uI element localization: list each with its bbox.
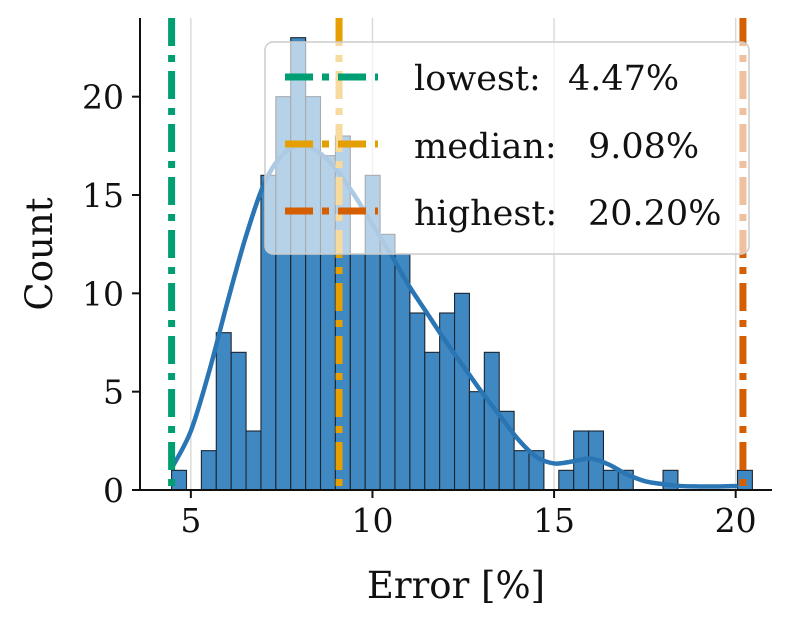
kde-curve <box>170 143 738 489</box>
y-tick-label: 20 <box>82 78 124 117</box>
histogram-bar <box>602 469 619 491</box>
legend-label-lowest: lowest: <box>414 59 541 99</box>
legend-value-lowest: 4.47% <box>568 59 679 99</box>
x-tick-label: 10 <box>351 501 393 540</box>
legend-entry-lowest: lowest: 4.47% <box>285 59 679 99</box>
histogram-bar <box>349 253 366 491</box>
y-axis-label: Count <box>18 197 61 310</box>
histogram-bar <box>200 450 217 491</box>
histogram-bar <box>453 292 470 491</box>
legend-label-highest: highest: <box>414 194 557 234</box>
histogram-bar <box>245 430 262 491</box>
histogram-bar <box>558 469 575 491</box>
x-tick-label: 15 <box>533 501 575 540</box>
y-tick-label: 0 <box>103 471 124 510</box>
y-tick-label: 5 <box>103 373 124 412</box>
x-tick-label: 5 <box>180 501 201 540</box>
legend-entry-highest: highest: 20.20% <box>285 194 721 234</box>
legend-label-median: median: <box>414 127 557 167</box>
legend-box <box>264 41 750 255</box>
histogram-bar <box>230 351 247 491</box>
legend-entry-median: median: 9.08% <box>285 127 699 167</box>
x-axis-label: Error [%] <box>367 564 545 607</box>
legend: lowest: 4.47% median: 9.08% highest: 20.… <box>264 41 750 255</box>
legend-value-median: 9.08% <box>588 127 699 167</box>
y-tick-label: 15 <box>82 176 124 215</box>
histogram-bar <box>409 312 426 491</box>
histogram-bar <box>513 450 530 491</box>
histogram-bar <box>215 332 232 491</box>
x-tick-label: 20 <box>715 501 757 540</box>
legend-value-highest: 20.20% <box>588 194 721 234</box>
y-ticks: 0 5 10 15 20 <box>82 78 140 510</box>
y-tick-label: 10 <box>82 274 124 313</box>
x-ticks: 5 10 15 20 <box>180 490 757 540</box>
histogram-bar <box>468 391 485 491</box>
histogram-bar <box>483 351 500 491</box>
histogram-bar <box>379 233 396 491</box>
histogram-bar <box>394 253 411 491</box>
histogram-bar <box>424 351 441 491</box>
